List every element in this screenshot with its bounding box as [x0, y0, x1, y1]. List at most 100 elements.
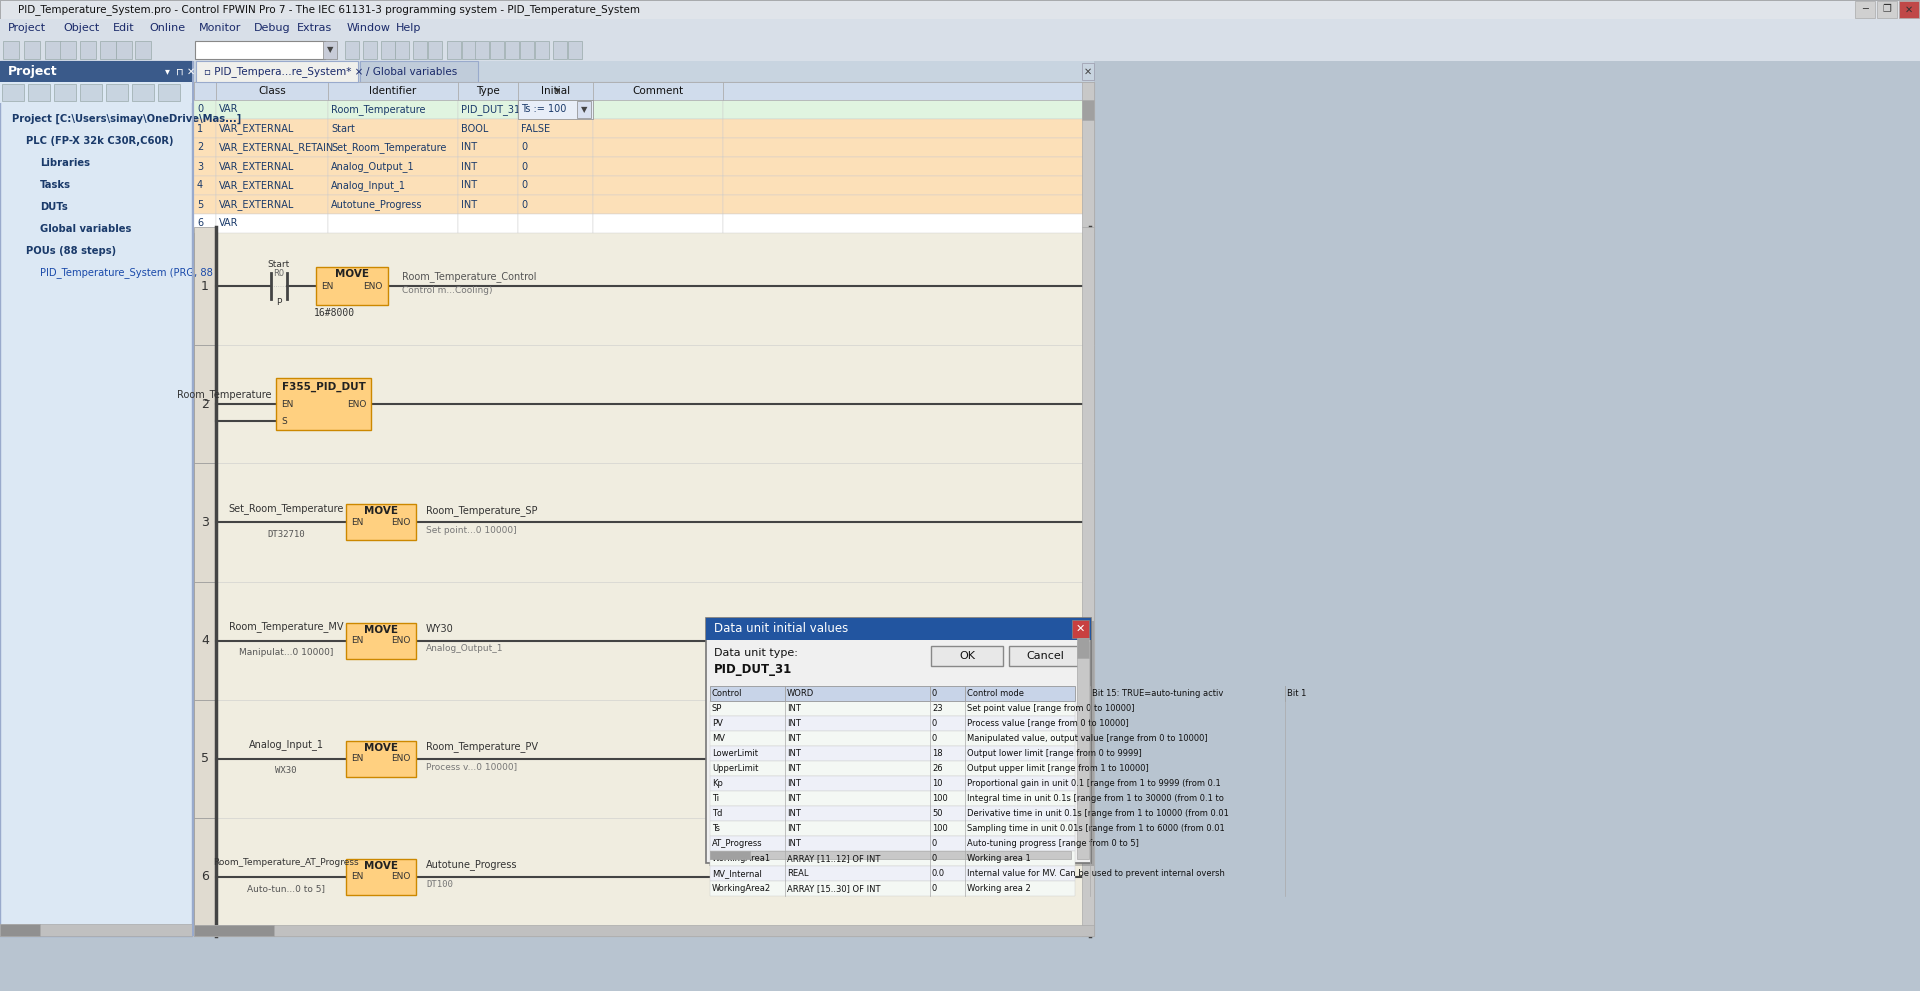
Text: PID_Temperature_System (PRG, 88: PID_Temperature_System (PRG, 88	[40, 268, 213, 278]
Text: SP: SP	[712, 704, 722, 713]
Text: Window: Window	[346, 23, 390, 33]
Text: Proportional gain in unit 0.1 [range from 1 to 9999 (from 0.1: Proportional gain in unit 0.1 [range fro…	[968, 779, 1221, 788]
Text: INT: INT	[461, 180, 478, 190]
Text: / Global variables: / Global variables	[367, 66, 457, 76]
Bar	[194, 82, 1094, 227]
Bar	[194, 138, 215, 157]
Text: Debug: Debug	[253, 23, 290, 33]
Text: INT: INT	[461, 143, 478, 153]
Bar	[215, 119, 328, 138]
Bar	[0, 924, 40, 936]
Bar	[54, 84, 77, 101]
Bar	[707, 618, 1091, 863]
Text: Auto-tun...0 to 5]: Auto-tun...0 to 5]	[248, 884, 324, 894]
Text: Kp: Kp	[712, 779, 722, 788]
Text: Start: Start	[269, 260, 290, 269]
Text: INT: INT	[787, 779, 801, 788]
Bar	[459, 195, 518, 214]
Bar	[1077, 642, 1089, 859]
Bar	[1083, 100, 1094, 120]
Text: ✕: ✕	[1075, 624, 1085, 634]
Bar	[0, 61, 192, 82]
Text: Data unit initial values: Data unit initial values	[714, 622, 849, 635]
Text: Online: Online	[150, 23, 186, 33]
Text: Tasks: Tasks	[40, 180, 71, 190]
Bar	[194, 82, 215, 100]
Text: ENO: ENO	[392, 754, 411, 763]
Text: 10: 10	[931, 779, 943, 788]
Text: Room_Temperature: Room_Temperature	[177, 388, 271, 399]
Bar	[710, 761, 1075, 776]
Text: Auto-tuning progress [range from 0 to 5]: Auto-tuning progress [range from 0 to 5]	[968, 839, 1139, 848]
Text: Analog_Input_1: Analog_Input_1	[248, 739, 323, 750]
Bar	[328, 100, 459, 119]
Bar	[708, 621, 1094, 866]
Bar	[518, 195, 593, 214]
Bar	[518, 82, 593, 100]
Bar	[196, 41, 324, 59]
Bar	[317, 268, 388, 305]
Text: 0: 0	[931, 884, 937, 893]
Bar	[518, 176, 593, 195]
Text: Extras: Extras	[298, 23, 332, 33]
Bar	[724, 195, 1094, 214]
Text: 2: 2	[198, 143, 204, 153]
Text: DUTs: DUTs	[40, 202, 67, 212]
Text: INT: INT	[787, 824, 801, 833]
Text: ✕: ✕	[1905, 5, 1912, 15]
Text: Room_Temperature_Control: Room_Temperature_Control	[401, 271, 536, 281]
Text: P: P	[276, 297, 282, 306]
Bar	[536, 41, 549, 59]
Bar	[81, 84, 102, 101]
Text: Analog_Output_1: Analog_Output_1	[330, 162, 415, 172]
Text: Start: Start	[330, 124, 355, 134]
Bar	[459, 82, 518, 100]
Text: Cancel: Cancel	[1025, 651, 1064, 661]
Bar	[2, 84, 23, 101]
Bar	[1010, 646, 1081, 666]
Text: Project: Project	[8, 23, 46, 33]
Text: 0: 0	[198, 104, 204, 115]
Text: FALSE: FALSE	[520, 124, 551, 134]
Text: 100: 100	[931, 824, 948, 833]
Bar	[396, 41, 409, 59]
Bar	[4, 41, 19, 59]
Bar	[447, 41, 461, 59]
Bar	[346, 622, 417, 659]
Text: Analog_Input_1: Analog_Input_1	[330, 180, 405, 191]
Text: WY30: WY30	[426, 623, 453, 633]
Bar	[474, 41, 490, 59]
Text: Data unit type:: Data unit type:	[714, 648, 799, 658]
Text: INT: INT	[787, 794, 801, 803]
Bar	[1077, 638, 1089, 658]
Text: LowerLimit: LowerLimit	[712, 749, 758, 758]
Bar	[380, 41, 396, 59]
Text: EN: EN	[321, 281, 334, 290]
Text: 26: 26	[931, 764, 943, 773]
Bar	[459, 214, 518, 233]
Text: DT100: DT100	[426, 880, 453, 889]
Text: Working area 2: Working area 2	[968, 884, 1031, 893]
Bar	[215, 138, 328, 157]
Text: PID_DUT_31: PID_DUT_31	[461, 104, 520, 115]
Bar	[459, 100, 518, 119]
Text: INT: INT	[461, 199, 478, 209]
Bar	[361, 61, 478, 82]
Bar	[593, 176, 724, 195]
Text: DT32710: DT32710	[267, 530, 305, 539]
Text: ▾: ▾	[165, 66, 169, 76]
Text: 0: 0	[520, 143, 528, 153]
Text: 50: 50	[931, 809, 943, 818]
Bar	[1083, 82, 1094, 227]
Text: Ts := 100: Ts := 100	[520, 104, 566, 115]
Bar	[29, 84, 50, 101]
Text: Project [C:\Users\simay\OneDrive\Mas...]: Project [C:\Users\simay\OneDrive\Mas...]	[12, 114, 242, 124]
Text: Internal value for MV. Can be used to prevent internal oversh: Internal value for MV. Can be used to pr…	[968, 869, 1225, 878]
Text: Ts: Ts	[712, 824, 720, 833]
Text: Ti: Ti	[712, 794, 720, 803]
Bar	[44, 41, 61, 59]
Bar	[724, 119, 1094, 138]
Bar	[593, 100, 724, 119]
Text: Bit 1: Bit 1	[1286, 689, 1306, 698]
Bar	[463, 41, 476, 59]
